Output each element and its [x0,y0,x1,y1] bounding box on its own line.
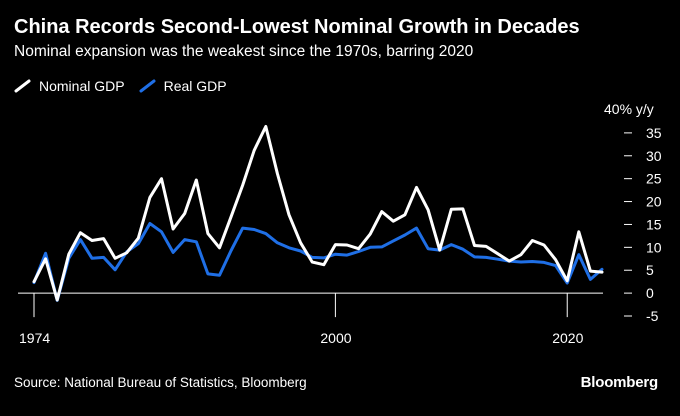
legend-item-real: Real GDP [139,78,227,94]
bloomberg-logo: Bloomberg [580,374,659,391]
x-tick-label: 2000 [320,330,351,346]
y-tick-label: 0 [646,285,654,301]
y-tick-label: 25 [646,171,662,187]
x-tick-label: 1974 [19,330,50,346]
y-tick-label: 30 [646,148,662,164]
legend-label-real: Real GDP [163,78,227,94]
y-tick-label: -5 [646,308,659,324]
y-tick-label: 10 [646,239,662,255]
legend-item-nominal: Nominal GDP [14,78,125,94]
y-tick-label: 15 [646,216,662,232]
y-tick-label: 35 [646,125,662,141]
legend-swatch-nominal-icon [14,79,31,93]
chart-title: China Records Second-Lowest Nominal Grow… [14,16,580,38]
y-tick-label: 20 [646,194,662,210]
source-note: Source: National Bureau of Statistics, B… [14,375,307,390]
legend: Nominal GDP Real GDP [14,78,241,94]
legend-swatch-real-icon [139,79,156,93]
legend-label-nominal: Nominal GDP [39,78,125,94]
chart-subtitle: Nominal expansion was the weakest since … [14,43,474,60]
y-axis-unit-label: 40% y/y [604,101,654,117]
x-tick-label: 2020 [552,330,583,346]
y-tick-label: 5 [646,262,654,278]
series-line-nominal-gdp [32,125,604,302]
